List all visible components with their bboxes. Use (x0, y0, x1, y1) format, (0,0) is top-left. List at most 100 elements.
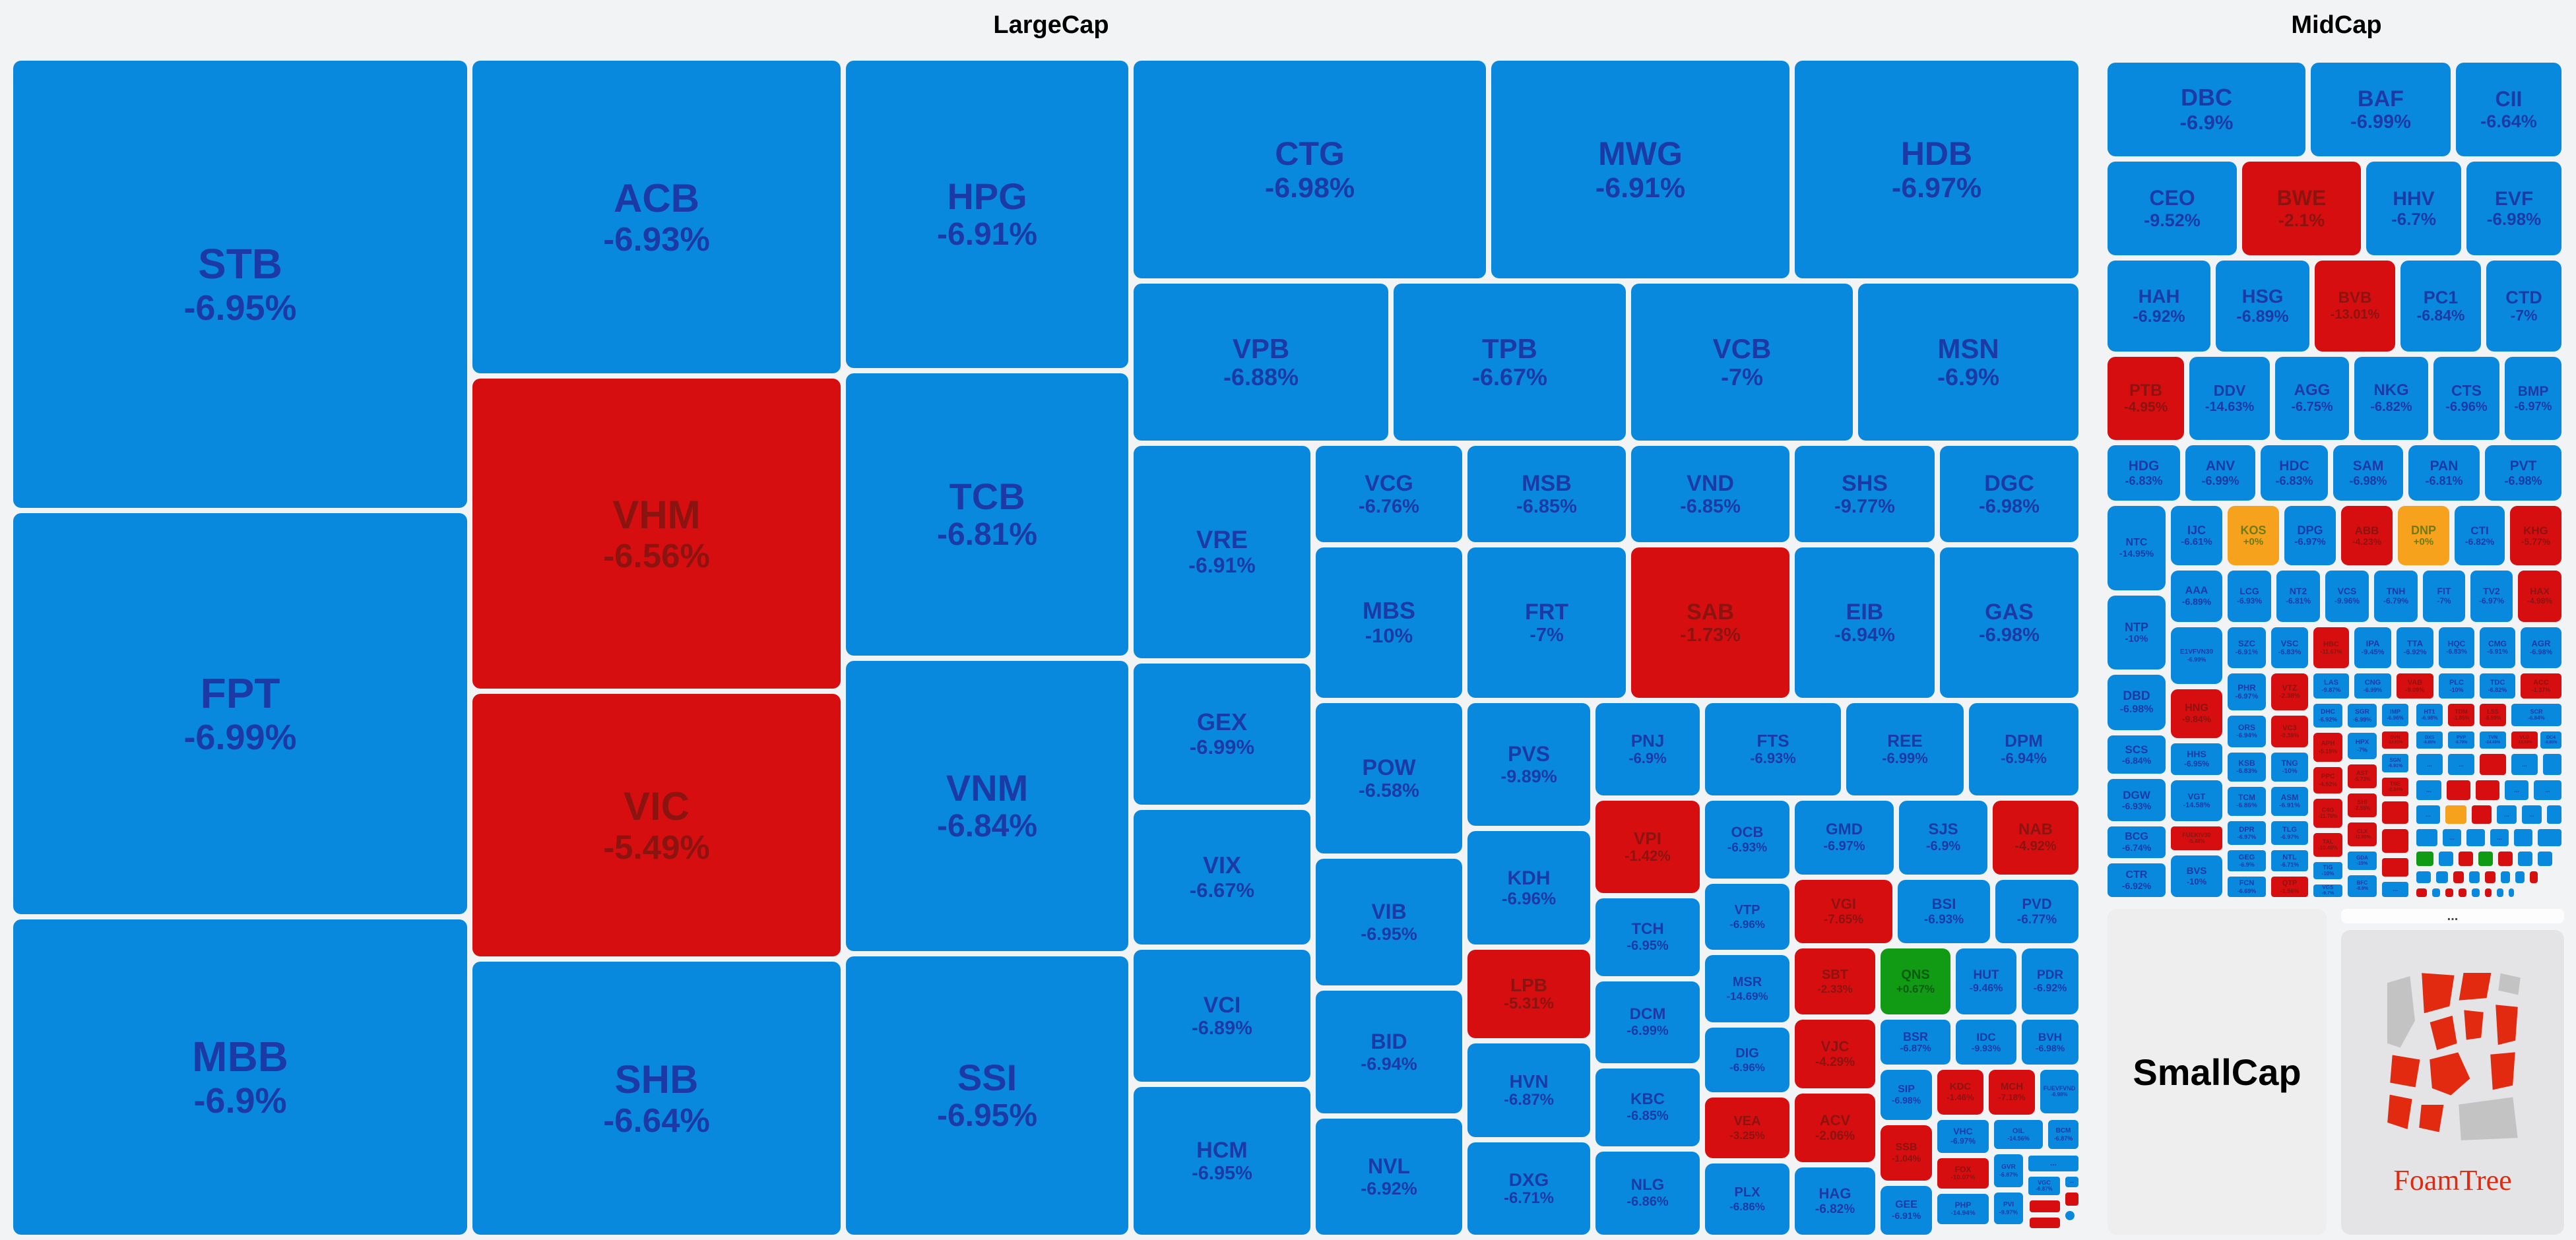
tile-stb[interactable]: STB -6.95% (13, 61, 467, 508)
micro-tile[interactable] (2538, 852, 2552, 866)
tile-ree[interactable]: REE -6.99% (1846, 703, 1964, 795)
tile-vre[interactable]: VRE -6.91% (1134, 446, 1310, 658)
tile-ors[interactable]: ORS -6.94% (2228, 716, 2266, 747)
tile-e1vfvn30[interactable]: E1VFVN30 -6.99% (2171, 627, 2222, 684)
tile-dc4[interactable]: DC4 -6.85% (2540, 731, 2561, 749)
micro-tile[interactable] (2416, 871, 2431, 883)
tile-baf[interactable]: BAF -6.99% (2311, 63, 2451, 156)
micro-tile[interactable] (2445, 888, 2453, 897)
tile-ddv[interactable]: DDV -14.63% (2189, 357, 2270, 440)
tile-bsr[interactable]: BSR -6.87% (1881, 1020, 1950, 1065)
tile-tta[interactable]: TTA -6.92% (2397, 627, 2433, 668)
tile-pc1[interactable]: PC1 -6.84% (2400, 261, 2481, 352)
tile-bfc[interactable]: BFC -8.9% (2348, 875, 2377, 897)
tile-frt[interactable]: FRT -7% (1467, 547, 1626, 698)
tile-ctd[interactable]: CTD -7% (2486, 261, 2561, 352)
tile-nab[interactable]: NAB -4.92% (1993, 801, 2078, 875)
tile-dvn[interactable]: DVN -12.91% (2382, 731, 2408, 749)
tile-tv2[interactable]: TV2 -6.97% (2470, 571, 2513, 622)
micro-tile[interactable] (2469, 871, 2480, 883)
micro-tile[interactable] (2030, 1218, 2060, 1228)
tile-pvp[interactable]: PVP -6.79% (2448, 731, 2474, 749)
tile-vgs[interactable]: VGS -9.7% (2313, 884, 2342, 897)
tile-bsi[interactable]: BSI -6.93% (1898, 880, 1990, 943)
tile-hvn[interactable]: HVN -6.87% (1467, 1043, 1590, 1137)
tile-hut[interactable]: HUT -9.46% (1956, 948, 2016, 1014)
micro-tile[interactable] (2030, 1200, 2060, 1212)
tile-plx[interactable]: PLX -6.86% (1705, 1163, 1789, 1235)
tile-fpt[interactable]: FPT -6.99% (13, 513, 467, 914)
tile-kdh[interactable]: KDH -6.96% (1467, 831, 1590, 945)
tile--[interactable]: ... (2416, 780, 2441, 800)
tile-dig[interactable]: DIG -6.96% (1705, 1028, 1789, 1092)
tile-hax[interactable]: HAX -4.98% (2518, 571, 2561, 622)
tile-c4g[interactable]: C4G -11.76% (2313, 799, 2342, 828)
tile-vtp[interactable]: VTP -6.96% (1705, 884, 1789, 950)
tile-sam[interactable]: SAM -6.98% (2333, 445, 2403, 501)
tile-scr[interactable]: SCR -6.84% (2511, 704, 2561, 726)
tile-fox[interactable]: FOX -10.07% (1937, 1158, 1989, 1189)
tile-nlg[interactable]: NLG -6.86% (1595, 1152, 1700, 1235)
tile-dpm[interactable]: DPM -6.94% (1969, 703, 2078, 795)
tile--[interactable]: ... (2443, 829, 2461, 846)
tile-nvl[interactable]: NVL -6.92% (1316, 1119, 1462, 1235)
tile-hdc[interactable]: HDC -6.83% (2261, 445, 2328, 501)
tile-pdr[interactable]: PDR -6.92% (2022, 948, 2078, 1014)
tile--[interactable]: ... (2028, 1156, 2078, 1171)
tile-anv[interactable]: ANV -6.99% (2185, 445, 2255, 501)
tile-lss[interactable]: LSS -8.59% (2480, 704, 2506, 726)
tile-acb[interactable]: ACB -6.93% (472, 61, 841, 373)
micro-tile[interactable] (2459, 888, 2466, 897)
tile-hbc[interactable]: HBC -11.67% (2313, 627, 2349, 668)
tile-abb[interactable]: ABB -4.23% (2341, 506, 2393, 565)
tile-ssb[interactable]: SSB -1.04% (1881, 1125, 1932, 1181)
tile-tch[interactable]: TCH -6.95% (1595, 898, 1700, 976)
tile-vci[interactable]: VCI -6.89% (1134, 950, 1310, 1082)
tile-hdg[interactable]: HDG -6.83% (2108, 445, 2180, 501)
tile-vpb[interactable]: VPB -6.88% (1134, 284, 1388, 441)
tile-vgi[interactable]: VGI -7.65% (1795, 880, 1892, 943)
micro-tile[interactable] (2514, 829, 2532, 846)
tile-ppc[interactable]: PPC -4.52% (2313, 767, 2342, 793)
tile-ipa[interactable]: IPA -9.45% (2354, 627, 2391, 668)
tile-cng[interactable]: CNG -6.99% (2354, 673, 2391, 698)
micro-tile[interactable] (2436, 871, 2448, 883)
micro-tile[interactable] (2501, 871, 2510, 883)
tile-pvd[interactable]: PVD -6.77% (1995, 880, 2078, 943)
tile--[interactable]: ... (2522, 805, 2542, 824)
micro-tile[interactable] (2485, 871, 2496, 883)
tile-aph[interactable]: APH -5.19% (2313, 733, 2342, 762)
tile-bcm[interactable]: BCM -6.87% (2048, 1120, 2078, 1149)
tile-msr[interactable]: MSR -14.69% (1705, 955, 1789, 1022)
tile-scs[interactable]: SCS -6.84% (2108, 735, 2166, 774)
tile-pvi[interactable]: PVI -9.97% (1994, 1193, 2023, 1224)
tile-vjc[interactable]: VJC -4.29% (1795, 1020, 1875, 1088)
tile-kos[interactable]: KOS +0% (2228, 506, 2279, 565)
tile-hpg[interactable]: HPG -6.91% (846, 61, 1128, 368)
tile-msb[interactable]: MSB -6.85% (1467, 446, 1626, 542)
tile-msn[interactable]: MSN -6.9% (1858, 284, 2078, 441)
tile-tig[interactable]: TIG -10% (2313, 862, 2342, 879)
tile-pvt[interactable]: PVT -6.98% (2485, 445, 2561, 501)
tile-tdc[interactable]: TDC -6.82% (2480, 673, 2515, 698)
tile-acv[interactable]: ACV -2.06% (1795, 1094, 1875, 1162)
tile-bcg[interactable]: BCG -6.74% (2108, 826, 2166, 858)
tile-hpx[interactable]: HPX -7% (2348, 733, 2377, 759)
micro-tile[interactable] (2466, 829, 2485, 846)
tile-imp[interactable]: IMP -6.96% (2382, 704, 2408, 726)
tile-eib[interactable]: EIB -6.94% (1795, 547, 1935, 698)
tile-qns[interactable]: QNS +0.67% (1881, 948, 1950, 1014)
tile-phr[interactable]: PHR -6.97% (2228, 673, 2266, 710)
foamtree-attribution-panel[interactable]: FoamTree (2341, 930, 2564, 1235)
tile-hah[interactable]: HAH -6.92% (2108, 261, 2210, 352)
tile--[interactable]: ... (2065, 1177, 2078, 1187)
tile-lpb[interactable]: LPB -5.31% (1467, 950, 1590, 1038)
tile-dgc[interactable]: DGC -6.98% (1940, 446, 2078, 542)
tile-bvs[interactable]: BVS -10% (2171, 855, 2222, 897)
micro-tile[interactable] (2530, 871, 2538, 883)
tile-gee[interactable]: GEE -6.91% (1881, 1186, 1932, 1235)
tile-sgr[interactable]: SGR -6.99% (2348, 704, 2377, 728)
midcap-overflow-tile[interactable]: ... (2341, 909, 2564, 923)
tile-vhc[interactable]: VHC -6.97% (1937, 1120, 1989, 1153)
tile-ssi[interactable]: SSI -6.95% (846, 956, 1128, 1235)
